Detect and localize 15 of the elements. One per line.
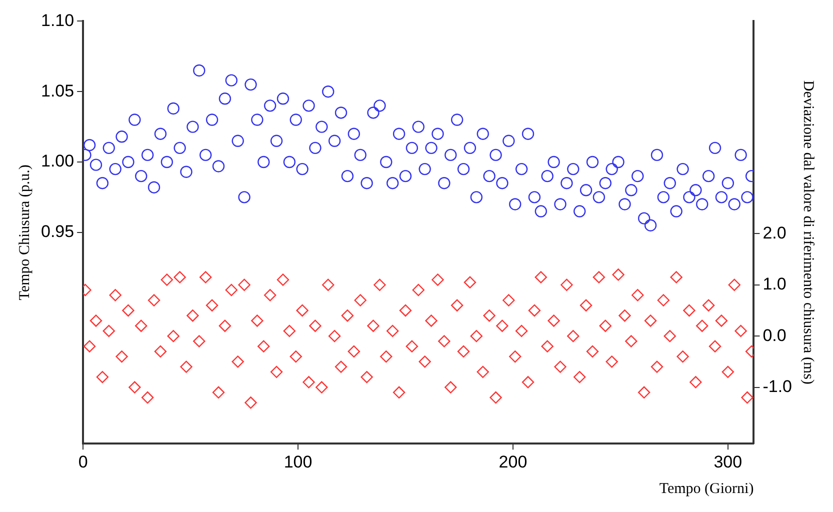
y2-axis-title: Deviazione dal valore di riferimento chiusura (ms) — [800, 80, 816, 384]
y2-tick-label: 0.0 — [762, 326, 786, 345]
x-tick-label: 0 — [78, 452, 88, 472]
x-axis-title: Tempo (Giorni) — [659, 480, 754, 497]
x-tick-label: 300 — [714, 452, 742, 472]
y-axis-title: Tempo Chiusura (p.u.) — [16, 164, 33, 300]
y2-tick-label: -1.0 — [762, 376, 792, 396]
y-tick-label: 1.05 — [40, 81, 74, 100]
y-tick-label: 0.95 — [40, 222, 74, 242]
x-tick-label: 100 — [284, 452, 312, 472]
y2-tick-label: 1.0 — [762, 274, 786, 294]
y-tick-label: 1.00 — [40, 152, 74, 171]
y-tick-label: 1.10 — [40, 10, 74, 30]
x-tick-label: 200 — [498, 452, 528, 472]
y2-tick-label: 2.0 — [762, 223, 786, 242]
